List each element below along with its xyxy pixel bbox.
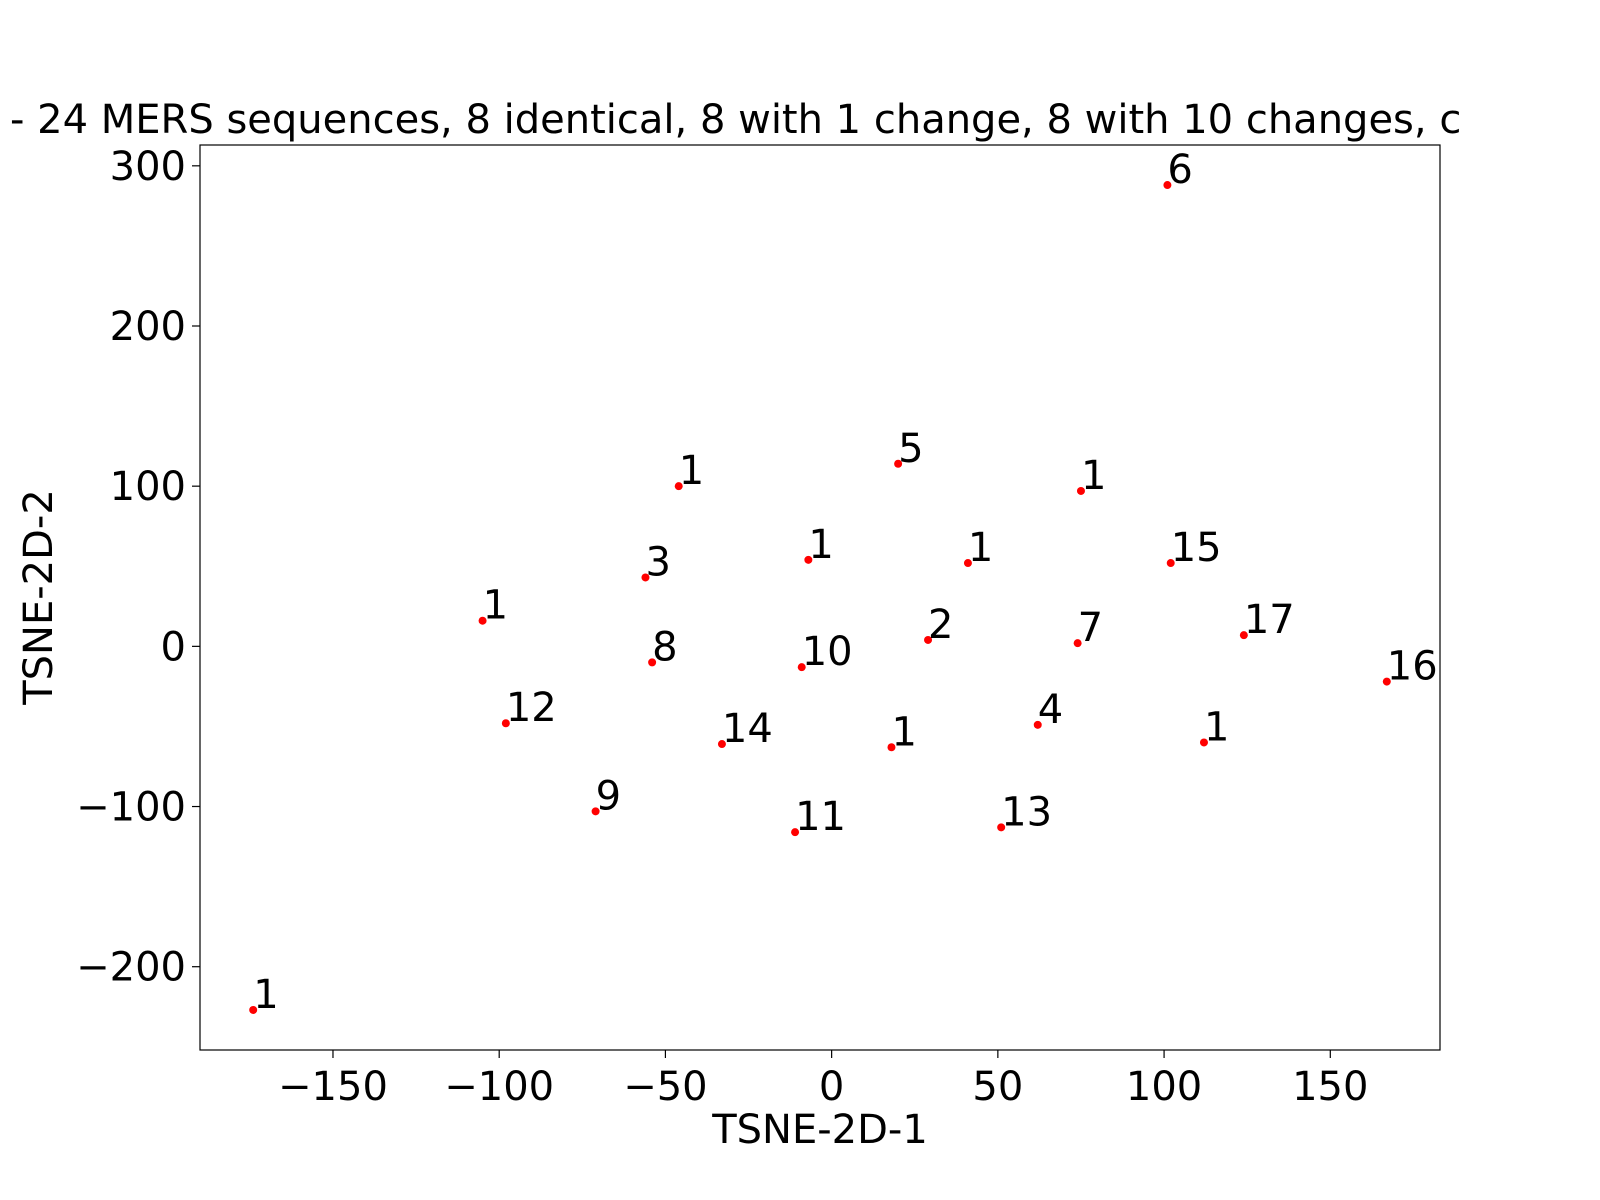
y-axis-label: TSNE-2D-2 (16, 489, 62, 706)
data-point (501, 719, 510, 728)
y-tick-label: 100 (110, 464, 186, 510)
data-point (1166, 559, 1175, 568)
data-point-label: 1 (679, 448, 704, 494)
x-axis-ticks: −150 −100 −50 0 50 100 150 (278, 1050, 1368, 1110)
y-tick-label: −200 (76, 945, 186, 991)
data-point (648, 658, 657, 667)
y-tick-label: −100 (76, 785, 186, 831)
data-point (963, 559, 972, 568)
data-point-label: 1 (1081, 453, 1106, 499)
x-tick-label: 0 (819, 1064, 844, 1110)
x-tick-label: −50 (623, 1064, 707, 1110)
data-point-label: 7 (1078, 605, 1103, 651)
data-point (249, 1005, 258, 1014)
x-tick-label: 50 (972, 1064, 1023, 1110)
data-point-label: 1 (483, 583, 508, 629)
data-point-label: 1 (808, 522, 833, 568)
data-point (641, 573, 650, 582)
y-tick-label: 0 (161, 624, 186, 670)
data-point-label: 8 (652, 624, 677, 670)
data-point (591, 807, 600, 816)
data-point (1073, 639, 1082, 648)
x-axis-label: TSNE-2D-1 (711, 1107, 928, 1153)
data-point-label: 3 (645, 539, 670, 585)
data-point-label: 12 (506, 685, 557, 731)
data-point (674, 482, 683, 491)
data-point-label: 10 (802, 629, 853, 675)
y-axis-ticks: −200 −100 0 100 200 300 (76, 144, 200, 991)
data-point (1199, 738, 1208, 747)
data-point (924, 635, 933, 644)
data-point-label: 1 (253, 972, 278, 1018)
data-point-label: 16 (1387, 644, 1438, 690)
data-point (1033, 720, 1042, 729)
data-point (887, 743, 896, 752)
data-point (804, 555, 813, 564)
x-tick-label: 150 (1292, 1064, 1368, 1110)
data-point-label: 6 (1167, 147, 1192, 193)
data-point-label: 9 (596, 773, 621, 819)
data-point (478, 616, 487, 625)
data-point-label: 14 (722, 706, 773, 752)
data-point-label: 17 (1244, 597, 1295, 643)
data-point-label: 1 (1204, 704, 1229, 750)
data-point (797, 663, 806, 672)
y-tick-label: 200 (110, 304, 186, 350)
x-tick-label: −150 (278, 1064, 388, 1110)
data-point-label: 4 (1038, 687, 1063, 733)
data-point-label: 1 (968, 525, 993, 571)
data-point (1076, 486, 1085, 495)
data-point (997, 823, 1006, 832)
data-point (1239, 631, 1248, 640)
data-point-label: 5 (898, 426, 923, 472)
chart-title: - 24 MERS sequences, 8 identical, 8 with… (10, 97, 1461, 143)
data-point-label: 1 (891, 709, 916, 755)
data-point (1163, 181, 1172, 190)
data-point-label: 2 (928, 602, 953, 648)
data-point (894, 459, 903, 468)
data-point (717, 740, 726, 749)
data-point-label: 15 (1171, 525, 1222, 571)
data-point-label: 13 (1001, 789, 1052, 835)
data-point (791, 828, 800, 837)
x-tick-label: 100 (1126, 1064, 1202, 1110)
x-tick-label: −100 (444, 1064, 554, 1110)
data-point-label: 11 (795, 794, 846, 840)
data-point (1382, 677, 1391, 686)
plot-frame (199, 144, 1441, 1051)
y-tick-label: 300 (110, 144, 186, 190)
